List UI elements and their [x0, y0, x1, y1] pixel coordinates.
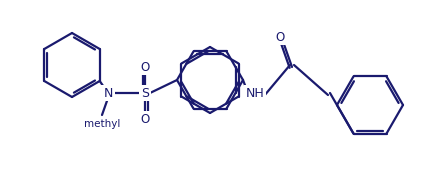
Text: N: N	[104, 87, 113, 100]
Text: S: S	[141, 87, 149, 100]
Text: O: O	[275, 31, 285, 43]
Text: NH: NH	[246, 87, 265, 100]
Text: methyl: methyl	[84, 119, 120, 129]
Text: O: O	[141, 60, 150, 73]
Text: O: O	[141, 112, 150, 125]
